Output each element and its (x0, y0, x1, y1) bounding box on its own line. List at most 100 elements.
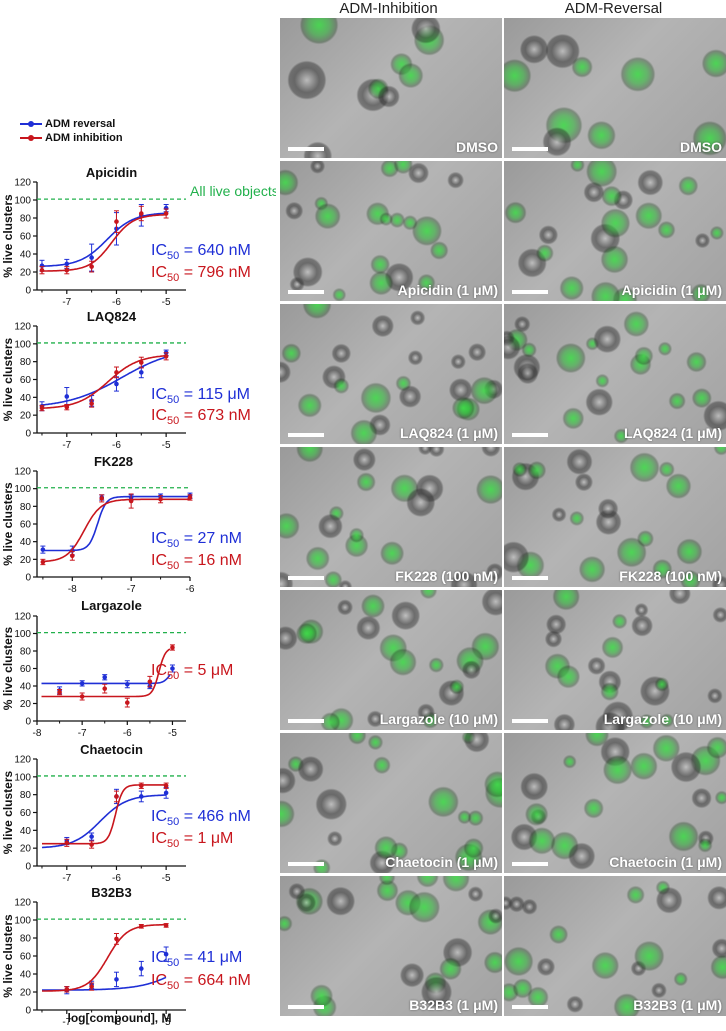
scale-bar (512, 433, 548, 437)
series-inhibition: IC50 = 664 nM (42, 923, 251, 993)
y-tick-label: 40 (20, 826, 32, 837)
y-tick-label: 0 (25, 286, 31, 297)
y-tick-label: 40 (20, 537, 32, 548)
legend-item-reversal: ADM reversal (20, 117, 123, 131)
ic50-label: IC50 = 115 μM (151, 386, 250, 406)
y-tick-label: 20 (20, 844, 32, 855)
data-point (187, 495, 193, 500)
y-tick-label: 20 (20, 988, 32, 999)
y-tick-label: 100 (14, 772, 31, 783)
legend-label-inhibition: ADM inhibition (45, 132, 123, 144)
y-tick-label: 120 (14, 467, 31, 478)
chart-title: Chaetocin (80, 742, 143, 757)
x-tick-label: -5 (162, 297, 171, 308)
y-tick-label: 120 (14, 322, 31, 333)
data-point (89, 401, 94, 406)
y-tick-label: 60 (20, 520, 32, 531)
fit-curve (41, 648, 171, 698)
scale-bar (288, 433, 324, 437)
data-point (64, 987, 70, 992)
micrograph-inhibition: DMSO (280, 18, 502, 158)
data-point (70, 553, 75, 559)
y-tick-label: 20 (20, 555, 32, 566)
x-tick-label: -7 (62, 1017, 71, 1026)
x-tick-label: -6 (112, 440, 121, 451)
data-point (102, 674, 108, 680)
y-tick-label: 60 (20, 664, 32, 675)
y-tick-label: 60 (20, 375, 32, 386)
data-point (102, 686, 108, 691)
data-point (139, 794, 144, 799)
data-point (139, 211, 144, 216)
data-point (79, 694, 85, 699)
micrograph-reversal: B32B3 (1 μM) (504, 876, 726, 1016)
data-point (40, 559, 46, 565)
chart-2: FK228 % live clusters 0 20 40 60 80 100 120 -8 -7 -… (1, 454, 242, 595)
x-tick-label: -5 (162, 440, 171, 451)
y-tick-label: 20 (20, 411, 32, 422)
y-tick-label: 0 (25, 717, 31, 728)
x-tick-label: -7 (62, 440, 71, 451)
column-header-reversal: ADM-Reversal (564, 0, 663, 17)
y-tick-label: 20 (20, 268, 32, 279)
data-point (64, 267, 70, 273)
y-tick-label: 0 (25, 862, 31, 873)
chart-3: Largazole % live clusters 0 20 40 60 80 100 120 -… (1, 598, 233, 739)
micrograph-caption: DMSO (680, 139, 722, 155)
y-tick-label: 100 (14, 629, 31, 640)
data-point (139, 370, 144, 375)
fit-curve (41, 356, 167, 406)
x-tick-label: -5 (162, 1017, 171, 1026)
data-point (128, 498, 134, 504)
x-tick-label: -7 (62, 297, 71, 308)
y-tick-label: 20 (20, 699, 32, 710)
scale-bar (512, 862, 548, 866)
x-axis-label: log[compound], M (68, 1011, 172, 1025)
y-tick-label: 40 (20, 970, 32, 981)
data-point (39, 267, 45, 273)
ic50-label: IC50 = 664 nM (151, 972, 251, 992)
x-tick-label: -6 (186, 584, 195, 595)
data-point (163, 951, 169, 957)
data-point (40, 547, 46, 552)
chart-title: FK228 (94, 454, 133, 469)
data-point (163, 923, 169, 928)
legend: ADM reversal ADM inhibition (20, 117, 123, 145)
y-tick-label: 40 (20, 250, 32, 261)
ic50-label: IC50 = 5 μM (151, 662, 233, 682)
ic50-label: IC50 = 27 nM (151, 530, 242, 550)
x-tick-label: -6 (123, 728, 132, 739)
dose-response-panel: ADM reversal ADM inhibition Apicidin % li… (0, 0, 279, 1028)
micrograph-reversal: Chaetocin (1 μM) (504, 733, 726, 873)
fit-curve (41, 212, 166, 267)
fit-curve (42, 923, 166, 992)
fit-curve (41, 355, 167, 409)
data-point (163, 790, 169, 796)
y-axis-label: % live clusters (1, 626, 15, 710)
y-tick-label: 80 (20, 502, 32, 513)
y-tick-label: 60 (20, 232, 32, 243)
series-inhibition: IC50 = 16 nM (40, 493, 242, 572)
data-point (114, 370, 119, 375)
data-point (139, 783, 144, 789)
micrograph-caption: Apicidin (1 μM) (621, 282, 722, 298)
fit-curve (42, 498, 190, 563)
micrograph-reversal: Largazole (10 μM) (504, 590, 726, 730)
micrograph-inhibition: Largazole (10 μM) (280, 590, 502, 730)
y-tick-label: 80 (20, 934, 32, 945)
data-point (64, 840, 70, 846)
micrograph-reversal: LAQ824 (1 μM) (504, 304, 726, 444)
series-inhibition: IC50 = 1 μM (42, 782, 233, 850)
fit-curve (41, 794, 166, 849)
fit-curve (42, 976, 167, 991)
y-tick-label: 80 (20, 214, 32, 225)
data-point (114, 977, 119, 982)
y-axis-label: % live clusters (1, 914, 15, 998)
micrograph-inhibition: B32B3 (1 μM) (280, 876, 502, 1016)
ic50-label: IC50 = 640 nM (151, 242, 251, 262)
data-point (64, 394, 70, 399)
ic50-label: IC50 = 1 μM (151, 830, 233, 850)
data-point (99, 496, 105, 501)
micrograph-reversal: Apicidin (1 μM) (504, 161, 726, 301)
micrograph-reversal: DMSO (504, 18, 726, 158)
